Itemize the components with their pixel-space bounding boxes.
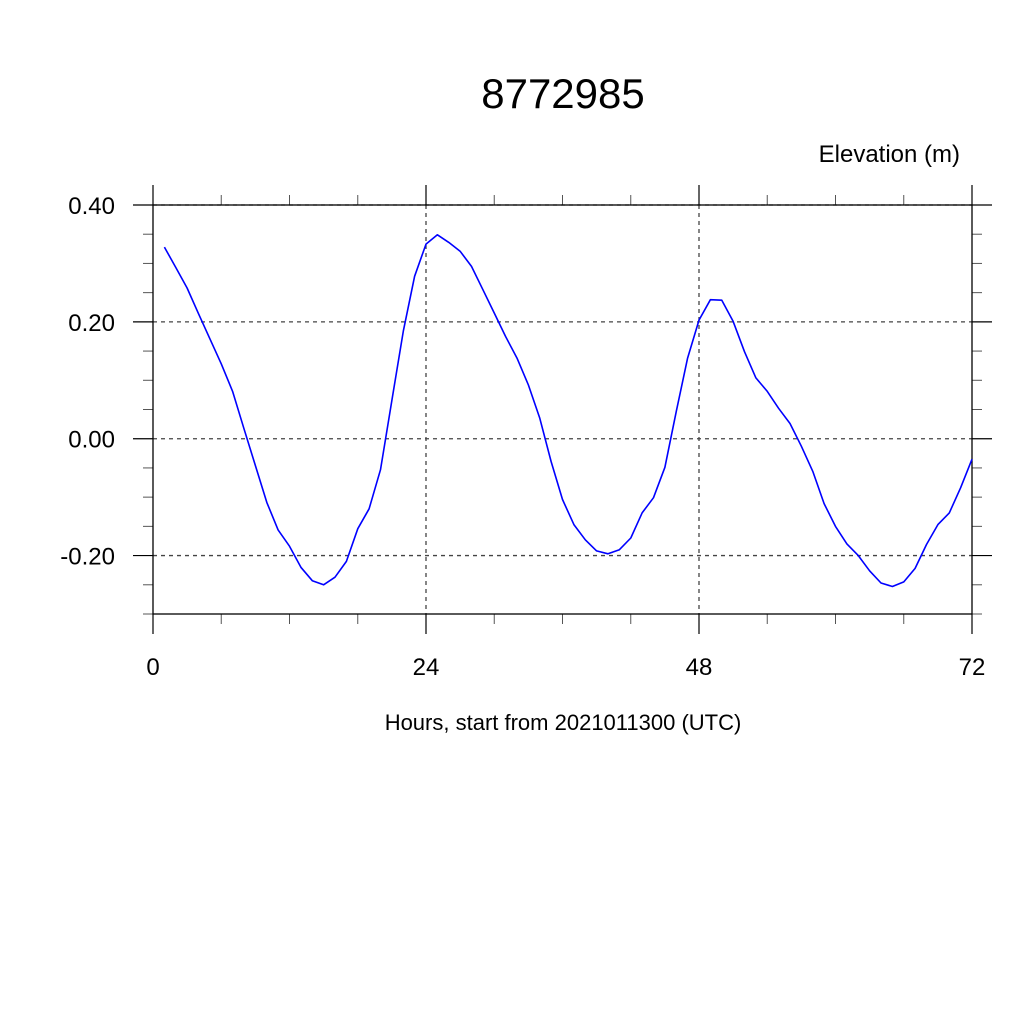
tick-labels: 0 24 48 72 0.40 0.20 0.00 -0.20 <box>60 193 985 681</box>
y-tick-label: -0.20 <box>60 544 115 571</box>
y-tick-label: 0.40 <box>68 193 115 220</box>
plot-frame <box>152 204 973 615</box>
x-tick-label: 48 <box>686 654 713 681</box>
x-tick-label: 72 <box>959 654 986 681</box>
y-tick-label: 0.00 <box>68 427 115 454</box>
grid-lines <box>153 204 972 614</box>
axis-ticks <box>133 185 992 634</box>
chart-title: 8772985 <box>481 70 645 117</box>
x-tick-label: 0 <box>146 654 159 681</box>
x-tick-label: 24 <box>413 654 440 681</box>
y-tick-label: 0.20 <box>68 310 115 337</box>
elevation-line <box>163 234 973 588</box>
plot-border <box>152 204 973 615</box>
y-axis-label: Elevation (m) <box>819 141 960 168</box>
series-layer <box>163 234 973 588</box>
x-axis-label: Hours, start from 2021011300 (UTC) <box>385 710 742 735</box>
